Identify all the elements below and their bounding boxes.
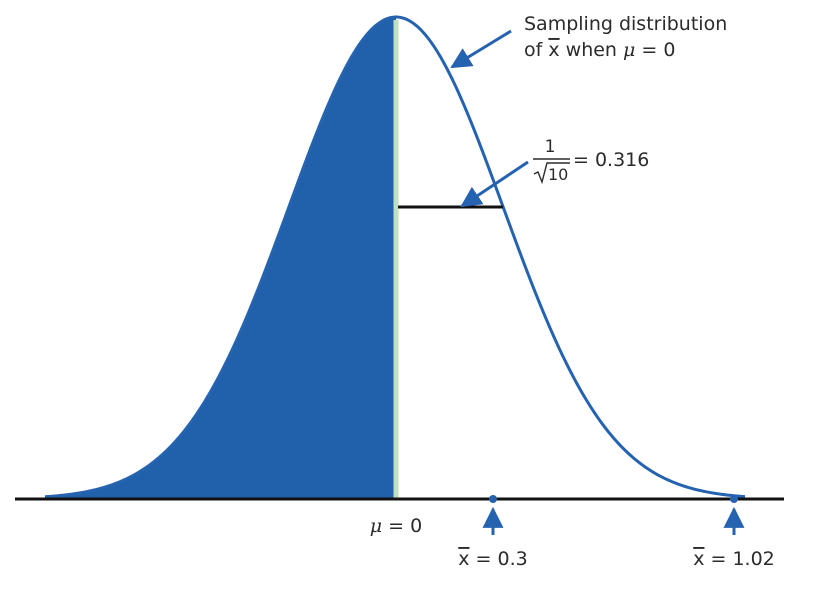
sd-fraction-numerator: 1 bbox=[545, 137, 556, 157]
xbar-0-3-label: x = 0.3 bbox=[458, 548, 527, 570]
sd-fraction-radicand: 10 bbox=[548, 165, 568, 184]
curve-annotation-line1: Sampling distribution bbox=[524, 13, 727, 35]
curve-annotation-line2: of x when μ = 0 bbox=[524, 39, 675, 61]
xbar-1-02-label: x = 1.02 bbox=[693, 548, 775, 570]
shaded-left-tail-area bbox=[45, 17, 396, 499]
curve-annotation-arrow bbox=[450, 29, 512, 69]
sd-result: = 0.316 bbox=[573, 149, 649, 171]
point-xbar-0-3 bbox=[489, 495, 497, 503]
sqrt-sign bbox=[533, 162, 570, 185]
normal-curve bbox=[44, 15, 746, 499]
mu-label: μ = 0 bbox=[370, 515, 422, 537]
sd-annotation-arrow bbox=[460, 160, 529, 208]
point-xbar-1-02 bbox=[730, 495, 738, 503]
xbar-symbol: x bbox=[548, 39, 559, 61]
